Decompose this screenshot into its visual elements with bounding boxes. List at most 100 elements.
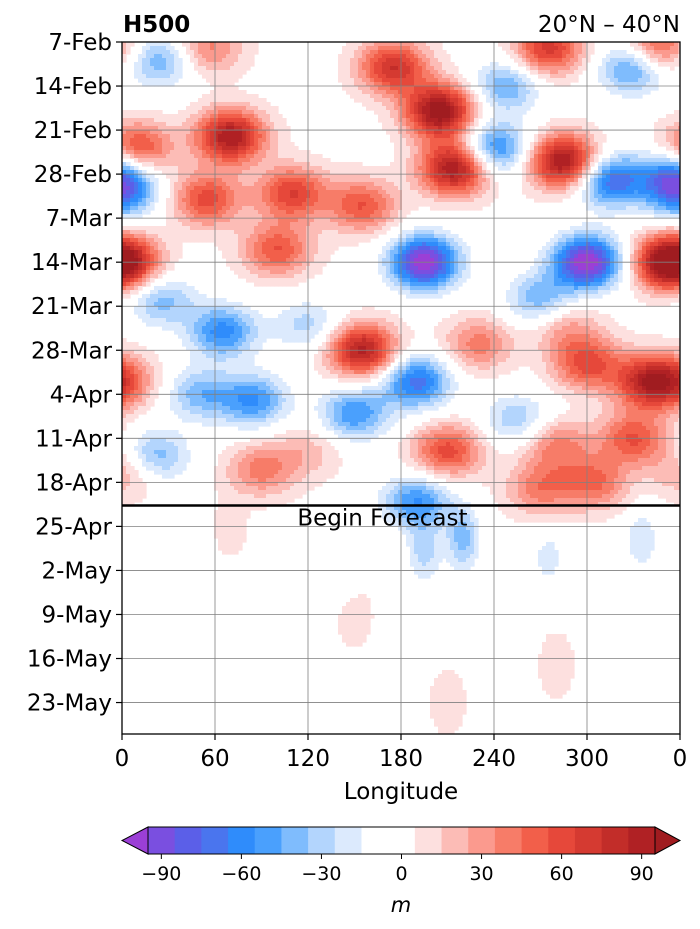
field-cell bbox=[446, 126, 451, 131]
field-cell bbox=[178, 178, 183, 183]
field-cell bbox=[602, 194, 607, 199]
field-cell bbox=[334, 242, 339, 247]
field-cell bbox=[246, 206, 251, 211]
field-cell bbox=[634, 194, 639, 199]
field-cell bbox=[150, 118, 155, 123]
field-cell bbox=[358, 58, 363, 63]
field-cell bbox=[402, 150, 407, 155]
field-cell bbox=[678, 178, 680, 183]
field-cell bbox=[658, 130, 663, 135]
field-cell bbox=[546, 134, 551, 139]
field-cell bbox=[438, 178, 443, 183]
field-cell bbox=[138, 138, 143, 143]
field-cell bbox=[130, 114, 135, 119]
field-cell bbox=[406, 174, 411, 179]
field-cell bbox=[270, 222, 275, 227]
field-cell bbox=[550, 70, 555, 75]
field-cell bbox=[466, 198, 471, 203]
field-cell bbox=[126, 46, 131, 51]
field-cell bbox=[318, 162, 323, 167]
field-cell bbox=[466, 114, 471, 119]
field-cell bbox=[406, 50, 411, 55]
field-cell bbox=[190, 202, 195, 207]
field-cell bbox=[366, 102, 371, 107]
field-cell bbox=[622, 150, 627, 155]
field-cell bbox=[670, 234, 675, 239]
field-cell bbox=[398, 46, 403, 51]
field-cell bbox=[278, 238, 283, 243]
field-cell bbox=[510, 86, 515, 91]
field-cell bbox=[578, 150, 583, 155]
field-cell bbox=[606, 82, 611, 87]
field-cell bbox=[598, 130, 603, 135]
field-cell bbox=[290, 194, 295, 199]
field-cell bbox=[314, 166, 319, 171]
field-cell bbox=[162, 126, 167, 131]
field-cell bbox=[570, 154, 575, 159]
field-cell bbox=[394, 174, 399, 179]
field-cell bbox=[238, 178, 243, 183]
field-cell bbox=[630, 154, 635, 159]
field-cell bbox=[662, 42, 667, 47]
field-cell bbox=[278, 122, 283, 127]
field-cell bbox=[574, 58, 579, 63]
field-cell bbox=[554, 78, 559, 83]
field-cell bbox=[210, 98, 215, 103]
field-cell bbox=[198, 222, 203, 227]
field-cell bbox=[254, 162, 259, 167]
field-cell bbox=[414, 146, 419, 151]
field-cell bbox=[674, 194, 679, 199]
field-cell bbox=[390, 214, 395, 219]
field-cell bbox=[214, 218, 219, 223]
field-cell bbox=[354, 94, 359, 99]
field-cell bbox=[650, 166, 655, 171]
field-cell bbox=[138, 134, 143, 139]
field-cell bbox=[358, 50, 363, 55]
field-cell bbox=[542, 126, 547, 131]
field-cell bbox=[206, 62, 211, 67]
field-cell bbox=[242, 110, 247, 115]
field-cell bbox=[486, 82, 491, 87]
field-cell bbox=[490, 78, 495, 83]
field-cell bbox=[350, 94, 355, 99]
field-cell bbox=[546, 54, 551, 59]
field-cell bbox=[166, 238, 171, 243]
field-cell bbox=[358, 178, 363, 183]
field-cell bbox=[610, 90, 615, 95]
field-cell bbox=[310, 154, 315, 159]
field-cell bbox=[662, 58, 667, 63]
field-cell bbox=[382, 78, 387, 83]
field-cell bbox=[298, 230, 303, 235]
field-cell bbox=[190, 226, 195, 231]
field-cell bbox=[378, 42, 383, 47]
field-cell bbox=[630, 174, 635, 179]
field-cell bbox=[414, 74, 419, 79]
field-cell bbox=[650, 174, 655, 179]
field-cell bbox=[146, 142, 151, 147]
field-cell bbox=[598, 142, 603, 147]
field-cell bbox=[170, 126, 175, 131]
field-cell bbox=[594, 158, 599, 163]
field-cell bbox=[130, 210, 135, 215]
field-cell bbox=[534, 94, 539, 99]
field-cell bbox=[442, 202, 447, 207]
field-cell bbox=[158, 126, 163, 131]
field-cell bbox=[498, 94, 503, 99]
field-cell bbox=[626, 174, 631, 179]
field-cell bbox=[386, 182, 391, 187]
field-cell bbox=[566, 194, 571, 199]
field-cell bbox=[522, 162, 527, 167]
field-cell bbox=[186, 122, 191, 127]
field-cell bbox=[134, 110, 139, 115]
field-cell bbox=[234, 138, 239, 143]
field-cell bbox=[150, 238, 155, 243]
field-cell bbox=[386, 70, 391, 75]
field-cell bbox=[250, 218, 255, 223]
field-cell bbox=[190, 142, 195, 147]
field-cell bbox=[346, 62, 351, 67]
field-cell bbox=[426, 66, 431, 71]
field-cell bbox=[574, 130, 579, 135]
field-cell bbox=[230, 230, 235, 235]
field-cell bbox=[494, 118, 499, 123]
field-cell bbox=[674, 42, 679, 47]
